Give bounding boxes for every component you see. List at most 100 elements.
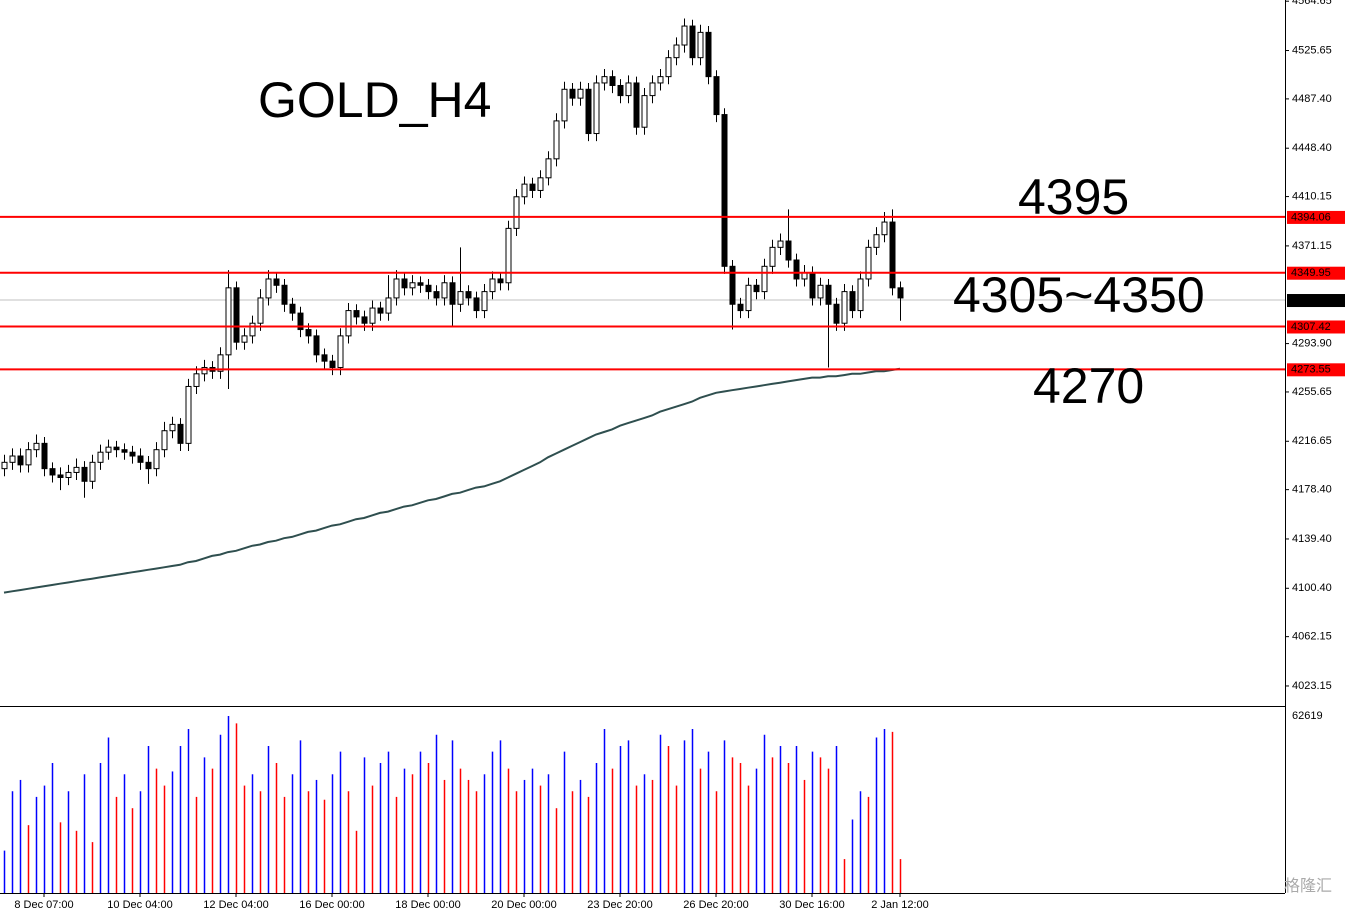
candle-body [161,430,168,451]
annotation: 4270 [1033,358,1144,414]
candle-body [41,442,48,470]
level-label-box [1287,266,1345,280]
volume-max-label: 62619 [1292,710,1323,722]
candle-body [609,76,616,86]
candle-body [577,88,584,99]
candle-body [705,31,712,78]
current-price-label: 4328.35 [1291,294,1331,306]
candle-body [889,221,896,289]
candle-body [465,291,472,299]
candle-body [697,31,704,59]
candle-body [809,272,816,299]
y-tick-label: 4216.65 [1292,435,1332,447]
candle-body [649,82,656,97]
candle-body [409,282,416,289]
y-tick-label: 4255.65 [1292,386,1332,398]
candle-body [721,114,728,267]
y-tick-label: 4410.15 [1292,190,1332,202]
candle-body [297,312,304,331]
y-tick-label: 4178.40 [1292,484,1332,496]
candle-body [169,423,176,432]
candle-body [841,291,848,324]
candle-body [73,466,80,473]
candle-body [185,385,192,444]
candle-body [617,84,624,97]
candle-body [633,82,640,128]
candle-body [601,76,608,84]
candle-body [257,297,264,324]
candle-body [865,246,872,280]
candle-body [857,278,864,312]
candle-body [417,282,424,286]
candle-body [513,196,520,229]
candle-body [641,95,648,128]
candle-body [353,310,360,318]
candle-body [25,449,32,466]
candle-body [65,471,72,479]
level-label: 4394.06 [1291,211,1331,223]
candle-body [97,451,104,463]
candle-body [321,354,328,362]
candle-body [457,291,464,305]
candle-body [1,461,8,470]
x-tick-label: 12 Dec 04:00 [203,899,268,911]
candle-body [681,25,688,46]
candle-body [369,307,376,324]
moving-average [3,367,901,594]
annotation: 4305~4350 [953,267,1205,323]
candle-body [497,278,504,284]
candle-body [657,76,664,84]
candle-body [49,468,56,476]
candle-body [289,303,296,314]
candle-body [897,287,904,299]
x-tick-label: 10 Dec 04:00 [107,899,172,911]
candle-body [537,177,544,191]
x-tick-label: 20 Dec 00:00 [491,899,556,911]
candle-body [9,455,16,463]
candle-body [177,423,184,444]
candle-body [833,303,840,324]
x-tick-label: 23 Dec 20:00 [587,899,652,911]
candle-body [777,240,784,248]
watermark: 格隆汇 [1284,877,1332,895]
candle-body [89,461,96,482]
candle-body [113,446,120,451]
candle-body [273,278,280,286]
y-tick-label: 4100.40 [1292,582,1332,594]
annotation: 4395 [1018,169,1129,225]
y-tick-label: 4371.15 [1292,240,1332,252]
candle-body [265,278,272,299]
candle-body [441,282,448,299]
x-tick-label: 30 Dec 16:00 [779,899,844,911]
candle-body [281,284,288,305]
x-tick-label: 26 Dec 20:00 [683,899,748,911]
candle-body [489,278,496,293]
candle-body [129,451,136,457]
candle-body [849,291,856,312]
x-tick-label: 2 Jan 12:00 [871,899,929,911]
candle-body [313,335,320,356]
candle-body [793,259,800,280]
candle-body [545,158,552,179]
x-tick-label: 8 Dec 07:00 [14,899,73,911]
candle-body [337,335,344,368]
candle-body [881,221,888,236]
candle-body [57,474,64,479]
level-label: 4307.42 [1291,321,1331,333]
candle-body [689,25,696,59]
candle-body [817,284,824,299]
candle-body [105,446,112,453]
candle-body [401,278,408,289]
candle-body [33,442,40,451]
candle-body [425,284,432,293]
candle-body [673,44,680,59]
candle-body [585,88,592,135]
x-tick-label: 16 Dec 00:00 [299,899,364,911]
candle-body [473,297,480,312]
candle-body [241,335,248,343]
candle-body [873,234,880,248]
y-tick-label: 4139.40 [1292,533,1332,545]
candle-body [665,57,672,78]
level-label-box [1287,363,1345,377]
